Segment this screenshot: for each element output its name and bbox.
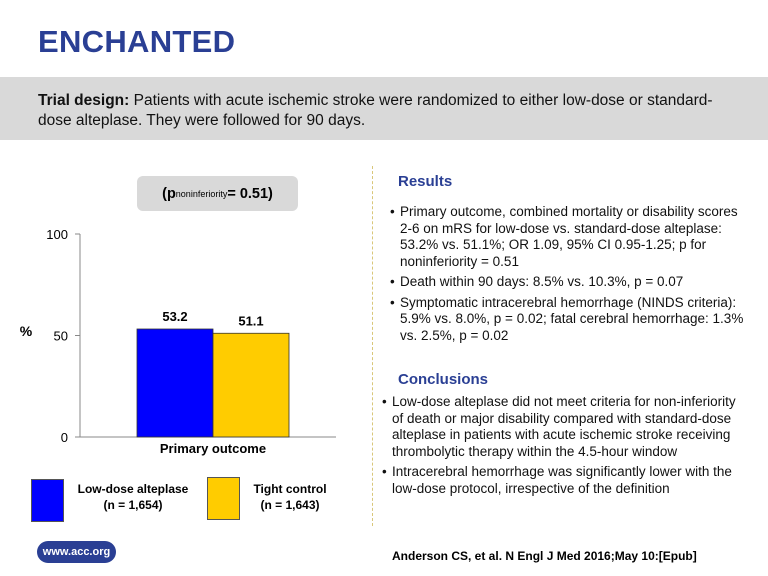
acc-logo[interactable]: www.acc.org bbox=[37, 541, 116, 563]
bar-value-label: 53.2 bbox=[162, 309, 187, 324]
bar-value-label: 51.1 bbox=[238, 313, 263, 328]
legend-label-low-dose-line1: Low-dose alteplase bbox=[77, 482, 189, 496]
conclusions-item: Intracerebral hemorrhage was significant… bbox=[382, 464, 748, 497]
slide-title: ENCHANTED bbox=[38, 24, 236, 59]
y-axis-label: % bbox=[20, 323, 33, 339]
p-value-box: (p noninferiority = 0.51) bbox=[137, 176, 298, 211]
legend-label-low-dose: Low-dose alteplase (n = 1,654) bbox=[66, 481, 200, 513]
conclusions-list: Low-dose alteplase did not meet criteria… bbox=[382, 394, 748, 501]
bar-tight-control bbox=[212, 332, 290, 438]
y-tick-label: 50 bbox=[54, 329, 68, 344]
y-tick-label: 0 bbox=[61, 430, 68, 445]
legend-swatch-tight-control bbox=[207, 477, 240, 520]
results-heading: Results bbox=[398, 173, 453, 190]
conclusions-item: Low-dose alteplase did not meet criteria… bbox=[382, 394, 748, 460]
legend-swatch-low-dose bbox=[31, 479, 64, 522]
bar-chart: 0 50 100% 53.2 51.1 Primary outcome bbox=[20, 227, 336, 456]
citation: Anderson CS, et al. N Engl J Med 2016;Ma… bbox=[392, 549, 697, 563]
y-tick-label: 100 bbox=[46, 227, 68, 242]
conclusions-heading: Conclusions bbox=[398, 371, 489, 388]
trial-design-body: Patients with acute ischemic stroke were… bbox=[38, 92, 713, 129]
column-divider bbox=[372, 166, 373, 526]
results-item: Symptomatic intracerebral hemorrhage (NI… bbox=[390, 295, 748, 345]
results-item: Death within 90 days: 8.5% vs. 10.3%, p … bbox=[390, 274, 748, 291]
trial-design-label: Trial design: bbox=[38, 92, 130, 109]
results-item: Primary outcome, combined mortality or d… bbox=[390, 204, 748, 270]
legend-label-tight-control-line1: Tight control bbox=[253, 482, 327, 496]
legend-label-tight-control-line2: (n = 1,643) bbox=[260, 498, 320, 512]
trial-design-band bbox=[0, 77, 768, 140]
p-value-suffix: = 0.51) bbox=[227, 185, 273, 202]
results-list: Primary outcome, combined mortality or d… bbox=[390, 204, 748, 348]
p-value-prefix: (p bbox=[162, 185, 176, 202]
trial-design-text: Trial design: Patients with acute ischem… bbox=[38, 91, 738, 131]
p-value-subscript: noninferiority bbox=[175, 188, 228, 199]
legend-label-low-dose-line2: (n = 1,654) bbox=[103, 498, 163, 512]
legend-label-tight-control: Tight control (n = 1,643) bbox=[244, 481, 336, 513]
bar-low-dose-alteplase bbox=[136, 328, 214, 438]
x-category-label: Primary outcome bbox=[160, 441, 266, 456]
